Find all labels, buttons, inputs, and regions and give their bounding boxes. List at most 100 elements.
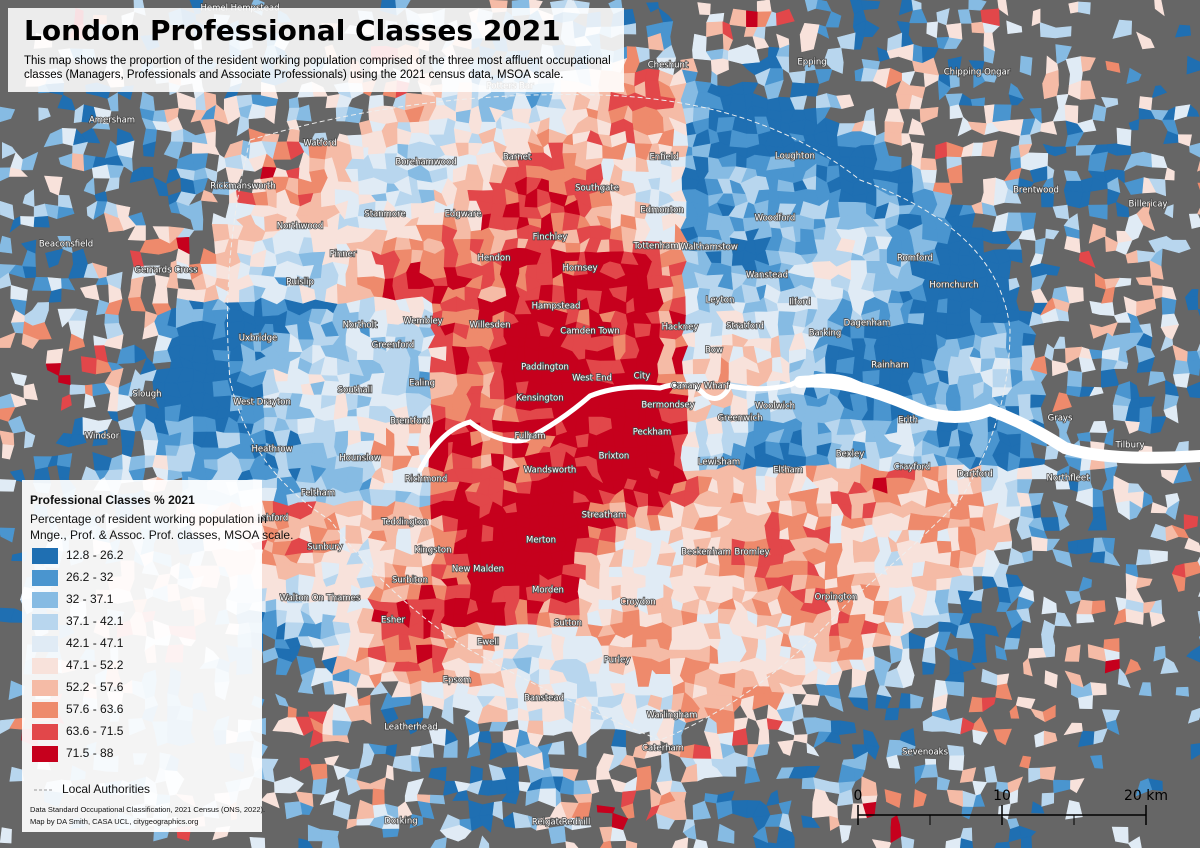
place-label: Orpington [815, 593, 858, 603]
legend-label: 37.1 - 42.1 [66, 614, 124, 628]
place-label: Stratford [726, 322, 764, 332]
legend-swatch [32, 702, 58, 718]
place-label: Leyton [706, 296, 735, 306]
place-label: Feltham [301, 489, 335, 499]
place-label: Teddington [381, 518, 429, 528]
legend-title: Professional Classes % 2021 [30, 493, 195, 507]
place-label: Ruislip [286, 278, 314, 288]
place-label: Woolwich [755, 402, 795, 412]
place-label: Windsor [85, 432, 120, 442]
place-label: Amersham [89, 116, 135, 126]
place-label: Warlingham [647, 711, 698, 721]
place-label: Willesden [470, 321, 511, 331]
place-label: Walton On Thames [280, 594, 361, 604]
place-label: Edmonton [640, 206, 684, 216]
place-label: Surbiton [392, 576, 428, 586]
legend-label: 32 - 37.1 [66, 592, 114, 606]
place-label: Watford [303, 139, 336, 149]
place-label: Hackney [662, 323, 699, 333]
place-label: Brentwood [1013, 186, 1059, 196]
place-label: Eltham [773, 466, 803, 476]
place-label: Hornsey [562, 264, 597, 274]
place-label: Stanmore [364, 210, 405, 220]
scale-bar: 0 10 20 km [854, 788, 1168, 825]
credit: Map by DA Smith, CASA UCL, citygeographi… [30, 817, 198, 826]
place-label: Ewell [477, 638, 499, 648]
place-label: Northwood [277, 222, 324, 232]
place-label: Finchley [533, 233, 568, 243]
legend-label: 12.8 - 26.2 [66, 548, 124, 562]
place-label: Northolt [343, 321, 378, 331]
place-label: Reigate [532, 818, 564, 828]
place-label: Northfleet [1047, 474, 1091, 484]
place-label: Ashford [256, 514, 289, 524]
place-label: Grays [1048, 414, 1073, 424]
place-label: Hornchurch [929, 281, 978, 291]
place-label: Pinner [330, 250, 357, 260]
subtitle-line: This map shows the proportion of the res… [24, 55, 611, 67]
title-box [8, 8, 624, 92]
place-label: Richmond [405, 475, 448, 485]
place-label: Romford [897, 254, 933, 264]
place-label: Wandsworth [524, 466, 577, 476]
place-label: Caterham [642, 744, 684, 754]
legend-label: 26.2 - 32 [66, 570, 114, 584]
place-label: Epsom [443, 676, 472, 686]
place-label: Ilford [789, 298, 811, 308]
place-label: Enfield [649, 153, 678, 163]
scale-label: 0 [854, 788, 863, 804]
place-label: Southall [338, 386, 373, 396]
place-label: Leatherhead [384, 723, 438, 733]
place-label: Purley [604, 656, 630, 666]
place-label: Wembley [403, 317, 442, 327]
place-label: City [634, 372, 651, 382]
place-label: Kensington [516, 394, 563, 404]
boundary-label: Local Authorities [62, 782, 150, 796]
place-label: Billericay [1129, 200, 1168, 210]
river-estuary [794, 375, 1200, 464]
place-label: Canary Wharf [671, 382, 730, 392]
place-label: Lewisham [698, 458, 740, 468]
scale-label: 20 km [1124, 788, 1168, 804]
legend-swatch [32, 548, 58, 564]
place-label: Slough [132, 390, 161, 400]
place-label: Bromley [734, 548, 769, 558]
legend-label: 47.1 - 52.2 [66, 658, 124, 672]
place-label: Dorking [384, 817, 417, 827]
title: London Professional Classes 2021 [24, 14, 561, 47]
legend-swatch [32, 592, 58, 608]
place-label: Chipping Ongar [944, 68, 1011, 78]
place-label: Peckham [633, 428, 672, 438]
place-label: Hampstead [532, 302, 581, 312]
legend-label: 71.5 - 88 [66, 746, 114, 760]
place-label: Uxbridge [239, 334, 278, 344]
place-label: Camden Town [560, 327, 619, 337]
place-label: Banstead [524, 694, 564, 704]
place-label: Rickmansworth [210, 182, 276, 192]
place-label: Walthamstow [680, 243, 738, 253]
place-label: Greenford [372, 341, 415, 351]
legend-swatch [32, 614, 58, 630]
place-label: Bexley [836, 450, 865, 460]
legend-label: 57.6 - 63.6 [66, 702, 124, 716]
place-label: Tottenham [632, 242, 678, 252]
place-label: Loughton [775, 152, 815, 162]
place-label: Bow [705, 346, 723, 356]
place-label: Streatham [582, 511, 627, 521]
place-label: Heathrow [251, 445, 292, 455]
place-label: Edgware [445, 210, 482, 220]
place-label: Rainham [871, 361, 909, 371]
legend-swatch [32, 658, 58, 674]
legend-swatch [32, 724, 58, 740]
place-label: Merton [526, 536, 556, 546]
place-label: Cheshunt [648, 61, 689, 71]
legend-description: Mnge., Prof. & Assoc. Prof. classes, MSO… [30, 528, 293, 542]
legend-description: Percentage of resident working populatio… [30, 512, 267, 526]
place-label: Sutton [554, 619, 582, 629]
place-label: Borehamwood [395, 158, 456, 168]
place-label: West Drayton [233, 398, 291, 408]
place-label: Bermondsey [641, 401, 694, 411]
legend-label: 52.2 - 57.6 [66, 680, 124, 694]
